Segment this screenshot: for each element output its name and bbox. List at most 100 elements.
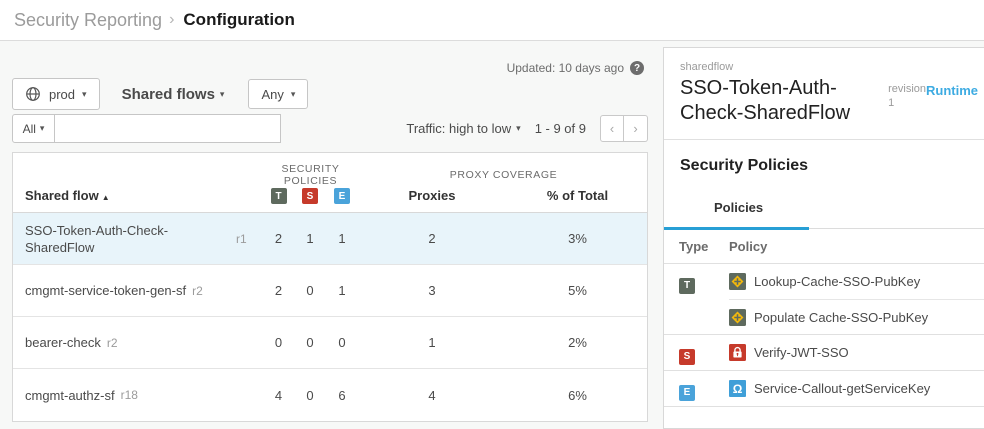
next-page-button[interactable]: › xyxy=(624,115,648,142)
scope-dropdown[interactable]: Shared flows ▾ xyxy=(122,86,225,103)
search-input[interactable] xyxy=(54,114,281,143)
breadcrumb-parent[interactable]: Security Reporting xyxy=(14,9,163,30)
active-tab-indicator xyxy=(664,227,809,230)
extension-badge[interactable]: E xyxy=(334,188,350,205)
extension-count: 1 xyxy=(338,283,346,298)
cache-policy-icon xyxy=(729,273,746,290)
cache-policy-icon xyxy=(729,308,746,326)
column-proxies[interactable]: Proxies xyxy=(408,188,456,203)
policy-name: Lookup-Cache-SSO-PubKey xyxy=(754,274,921,289)
pct-of-total: 5% xyxy=(568,283,587,298)
pct-of-total: 2% xyxy=(568,335,587,350)
policy-name: Service-Callout-getServiceKey xyxy=(754,381,931,396)
traffic-badge[interactable]: T xyxy=(270,188,287,205)
main-area: Updated: 10 days ago ? prod ▾ Shared flo… xyxy=(0,41,984,429)
detail-tabs: Policies xyxy=(664,198,984,230)
flow-revision: r2 xyxy=(106,335,118,350)
chevron-down-icon: ▾ xyxy=(39,123,45,133)
table-group-header: SECURITY POLICIES PROXY COVERAGE xyxy=(13,153,647,187)
flow-revision: r18 xyxy=(120,388,138,402)
traffic-count: 0 xyxy=(274,335,283,350)
revision-label: revision xyxy=(888,83,926,95)
extension-count: 0 xyxy=(338,335,346,350)
breadcrumb: Security Reporting › Configuration xyxy=(0,0,984,41)
column-policy: Policy xyxy=(729,238,768,254)
shared-flows-table: SECURITY POLICIES PROXY COVERAGE Shared … xyxy=(12,152,648,422)
security-count: 0 xyxy=(306,335,314,350)
globe-icon xyxy=(25,86,42,102)
column-pct-of-total[interactable]: % of Total xyxy=(546,188,609,203)
policy-row[interactable]: Ω Service-Callout-getServiceKey xyxy=(729,371,984,406)
scope-label: Shared flows xyxy=(121,85,215,103)
any-filter-label: Any xyxy=(261,86,284,102)
traffic-count: 2 xyxy=(274,231,283,246)
policy-row[interactable]: Populate Cache-SSO-PubKey xyxy=(729,299,984,334)
updated-status: Updated: 10 days ago ? xyxy=(507,61,644,75)
detail-header: sharedflow SSO-Token-Auth-Check-SharedFl… xyxy=(664,48,984,139)
pct-of-total: 3% xyxy=(568,231,587,246)
proxies-count: 2 xyxy=(428,231,436,246)
divider xyxy=(664,139,984,140)
help-icon[interactable]: ? xyxy=(630,61,644,75)
security-badge: S xyxy=(679,348,695,365)
traffic-sort-label: Traffic: high to low xyxy=(406,121,512,136)
traffic-sort-dropdown[interactable]: Traffic: high to low ▾ xyxy=(406,121,520,136)
detail-panel: sharedflow SSO-Token-Auth-Check-SharedFl… xyxy=(663,47,984,429)
proxies-count: 1 xyxy=(428,335,436,350)
prev-page-button[interactable]: ‹ xyxy=(600,115,624,142)
policy-name: Verify-JWT-SSO xyxy=(754,345,849,360)
sort-ascending-icon: ▲ xyxy=(101,193,110,202)
column-type: Type xyxy=(679,238,709,254)
policy-group-traffic: T Lookup-Cache-SSO-PubKey Populate Cache… xyxy=(664,264,984,335)
search-scope-label: All xyxy=(22,121,36,136)
chevron-down-icon: ▾ xyxy=(82,88,87,99)
table-row[interactable]: bearer-check r2 0 0 0 1 2% xyxy=(13,317,647,369)
table-column-header: Shared flow ▲ T S E Proxies % of Total xyxy=(13,179,647,213)
security-count: 0 xyxy=(306,283,314,298)
pagination-range: 1 - 9 of 9 xyxy=(534,121,586,136)
flow-name: cmgmt-authz-sf xyxy=(25,387,115,403)
table-row[interactable]: SSO-Token-Auth-Check-SharedFlow r1 2 1 1… xyxy=(13,213,647,265)
chevron-down-icon: ▾ xyxy=(290,88,296,99)
flow-revision: r1 xyxy=(236,231,247,246)
policy-row[interactable]: Verify-JWT-SSO xyxy=(729,335,984,370)
detail-title: SSO-Token-Auth-Check-SharedFlow xyxy=(680,77,851,124)
extension-badge: E xyxy=(679,384,695,401)
chevron-down-icon: ▾ xyxy=(516,123,521,133)
revision-value: 1 xyxy=(888,97,895,109)
environment-dropdown[interactable]: prod ▾ xyxy=(12,78,100,110)
table-row[interactable]: cmgmt-authz-sf r18 4 0 6 4 6% xyxy=(13,369,647,421)
security-badge[interactable]: S xyxy=(302,188,318,205)
security-policies-heading: Security Policies xyxy=(680,157,809,174)
security-count: 0 xyxy=(306,387,314,403)
pagination-controls: ‹ › xyxy=(600,115,648,142)
policy-group-extension: E Ω Service-Callout-getServiceKey xyxy=(664,371,984,407)
proxies-count: 4 xyxy=(428,387,436,403)
page-title: Configuration xyxy=(183,10,295,29)
pct-of-total: 6% xyxy=(568,387,587,403)
column-shared-flow[interactable]: Shared flow ▲ xyxy=(25,188,110,203)
extension-count: 6 xyxy=(338,387,346,403)
policy-row[interactable]: Lookup-Cache-SSO-PubKey xyxy=(729,264,984,299)
tab-policies[interactable]: Policies xyxy=(714,200,764,215)
filter-row: prod ▾ Shared flows ▾ Any ▾ xyxy=(12,78,309,110)
group-header-proxy-coverage: PROXY COVERAGE xyxy=(449,169,558,181)
runtime-link[interactable]: Runtime xyxy=(926,83,978,98)
search-row: All ▾ Traffic: high to low ▾ 1 - 9 of 9 … xyxy=(12,114,648,143)
updated-text: Updated: 10 days ago xyxy=(506,61,624,75)
flow-name: cmgmt-service-token-gen-sf xyxy=(25,283,187,298)
search-scope-dropdown[interactable]: All ▾ xyxy=(12,114,55,143)
traffic-badge: T xyxy=(679,277,695,294)
environment-label: prod xyxy=(49,86,76,102)
detail-kind-label: sharedflow xyxy=(680,61,734,73)
traffic-count: 4 xyxy=(274,387,283,403)
flow-name: SSO-Token-Auth-Check-SharedFlow xyxy=(25,222,169,255)
group-header-security-policies: SECURITY POLICIES xyxy=(281,163,340,187)
table-row[interactable]: cmgmt-service-token-gen-sf r2 2 0 1 3 5% xyxy=(13,265,647,317)
traffic-count: 2 xyxy=(274,283,283,298)
flow-name: bearer-check xyxy=(25,335,101,350)
policy-table-header: Type Policy xyxy=(664,229,984,264)
security-count: 1 xyxy=(306,231,314,246)
any-filter-dropdown[interactable]: Any ▾ xyxy=(248,79,309,109)
